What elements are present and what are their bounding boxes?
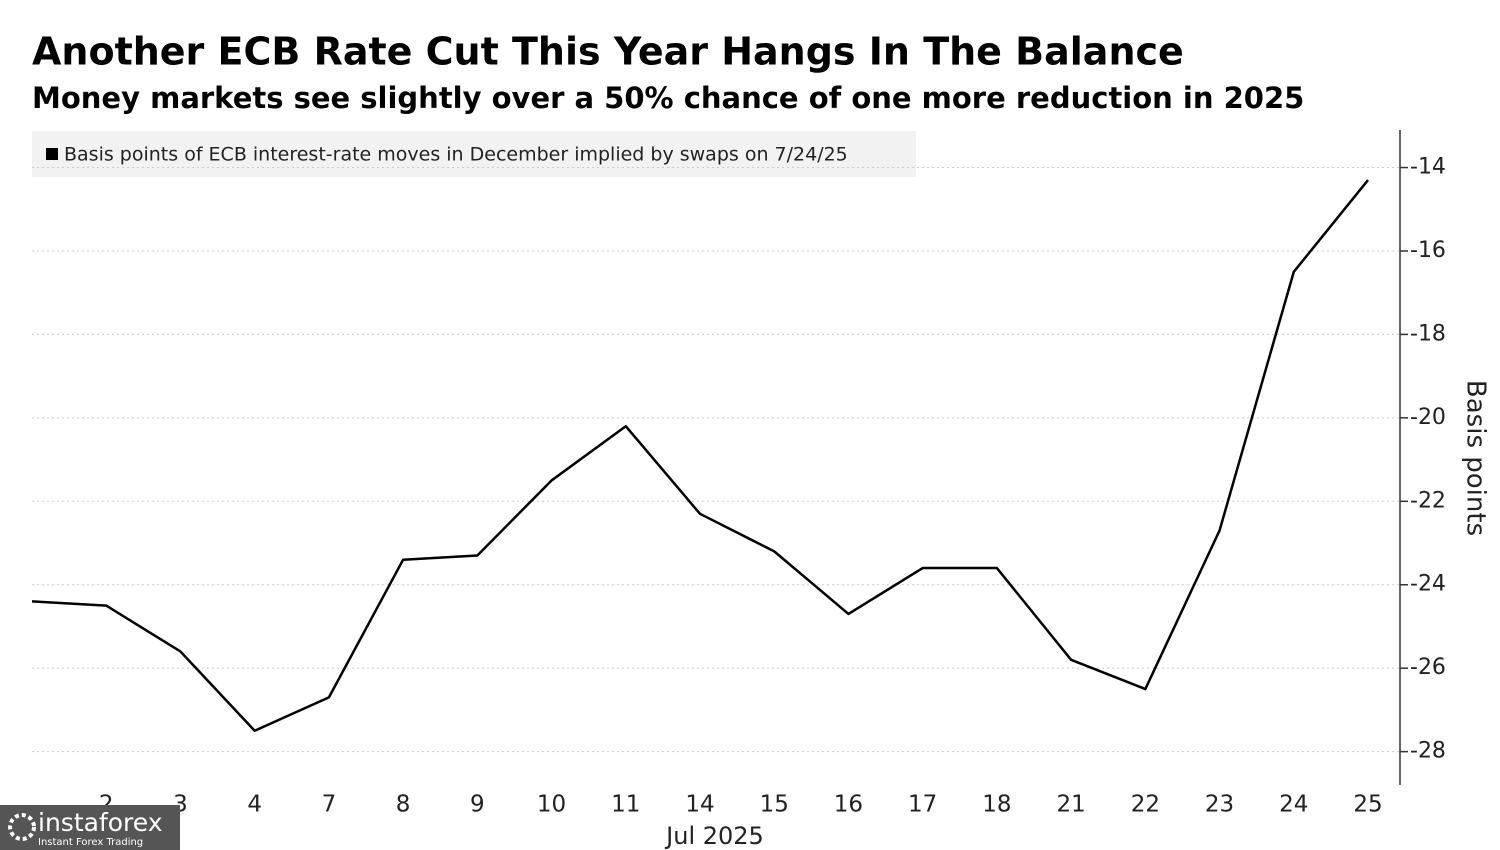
x-tick-label: 25: [1353, 792, 1382, 818]
y-tick-label: -20: [1410, 405, 1446, 430]
x-tick-label: 9: [470, 792, 485, 818]
x-tick-label: 15: [760, 792, 789, 818]
x-tick-label: 17: [908, 792, 937, 818]
x-tick-label: 8: [396, 792, 411, 818]
y-tick-label: -24: [1410, 572, 1446, 597]
x-tick-label: 23: [1205, 792, 1234, 818]
x-tick-label: 18: [982, 792, 1011, 818]
watermark-tagline: Instant Forex Trading: [38, 837, 143, 848]
y-tick-label: -16: [1410, 238, 1446, 263]
x-tick-label: 21: [1056, 792, 1085, 818]
y-tick-label: -22: [1410, 488, 1446, 513]
line-series: [31, 179, 1369, 733]
x-tick-label: 16: [834, 792, 863, 818]
x-tick-label: 11: [611, 792, 640, 818]
x-tick-label: 22: [1131, 792, 1160, 818]
x-tick-label: 7: [322, 792, 337, 818]
x-tick-label: 10: [537, 792, 566, 818]
legend-box: [32, 131, 916, 177]
legend-swatch: [46, 148, 58, 160]
watermark-logo: [8, 813, 36, 841]
x-axis-title: Jul 2025: [664, 822, 764, 850]
y-tick-label: -18: [1410, 321, 1446, 346]
y-tick-label: -28: [1410, 739, 1446, 764]
chart-subtitle: Money markets see slightly over a 50% ch…: [32, 81, 1304, 115]
chart-title: Another ECB Rate Cut This Year Hangs In …: [32, 30, 1184, 74]
y-tick-label: -26: [1410, 655, 1446, 680]
watermark-box: [0, 805, 180, 850]
y-axis-title: Basis points: [1461, 380, 1491, 536]
legend-label: Basis points of ECB interest-rate moves …: [64, 144, 848, 166]
x-tick-label: 14: [685, 792, 714, 818]
x-tick-label: 4: [247, 792, 262, 818]
y-tick-label: -14: [1410, 155, 1446, 180]
x-tick-label: 24: [1279, 792, 1308, 818]
watermark-brand: instaforex: [38, 808, 163, 837]
